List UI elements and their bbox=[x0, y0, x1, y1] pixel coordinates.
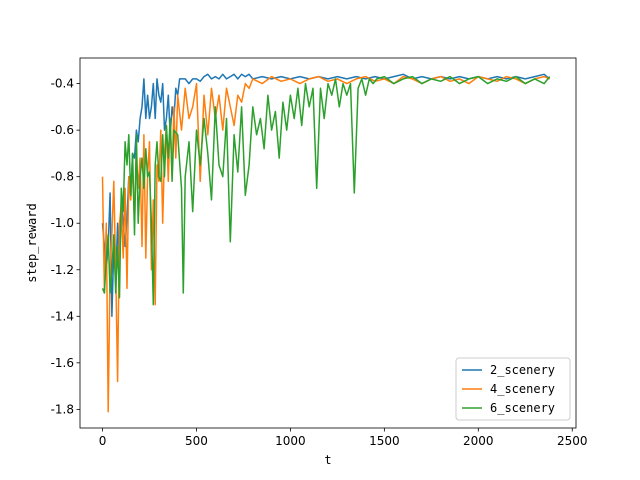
legend-label-6-scenery: 6_scenery bbox=[490, 401, 555, 415]
y-tick-label: -1.2 bbox=[51, 263, 74, 277]
plot-frame bbox=[79, 57, 577, 429]
y-tick-label: -0.8 bbox=[51, 170, 74, 184]
x-tick-label: 2500 bbox=[557, 434, 588, 448]
series-layer bbox=[101, 73, 551, 413]
x-tick-label: 2000 bbox=[463, 434, 494, 448]
legend: 2_scenery 4_scenery 6_scenery bbox=[455, 357, 571, 421]
y-axis-label: step_reward bbox=[25, 203, 39, 282]
series-line-6-scenery bbox=[101, 75, 551, 306]
y-tick-label: -1.8 bbox=[51, 402, 74, 416]
x-tick-label: 0 bbox=[99, 434, 107, 448]
legend-box bbox=[455, 357, 571, 421]
legend-label-2-scenery: 2_scenery bbox=[490, 363, 555, 377]
y-tick-label: -1.6 bbox=[51, 356, 74, 370]
x-axis-label: t bbox=[324, 453, 331, 467]
x-tick-label: 1000 bbox=[275, 434, 306, 448]
y-tick-label: -1.0 bbox=[51, 216, 74, 230]
y-tick-label: -1.4 bbox=[51, 309, 74, 323]
x-tick-label: 1500 bbox=[369, 434, 400, 448]
axes-layer: 0 500 1000 1500 2000 2500 -1.8 -1.6 -1.4 -1.2 -1.0… bbox=[51, 57, 588, 448]
y-tick-label: -0.6 bbox=[51, 123, 74, 137]
legend-label-4-scenery: 4_scenery bbox=[490, 382, 555, 396]
x-tick-label: 500 bbox=[185, 434, 208, 448]
y-tick-label: -0.4 bbox=[51, 77, 74, 91]
